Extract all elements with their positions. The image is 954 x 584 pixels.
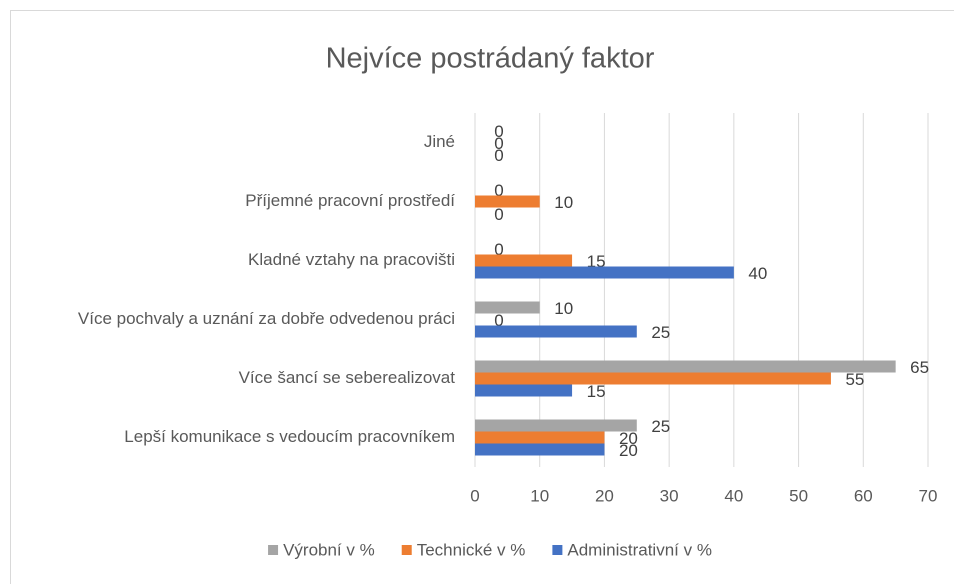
data-label: 0 bbox=[494, 205, 503, 224]
legend-label: Výrobní v % bbox=[283, 540, 375, 559]
data-label: 15 bbox=[587, 382, 606, 401]
legend-swatch bbox=[552, 545, 563, 555]
data-label: 0 bbox=[494, 311, 503, 330]
y-tick-label: Příjemné pracovní prostředí bbox=[245, 191, 455, 210]
legend-label: Technické v % bbox=[417, 540, 526, 559]
bar bbox=[475, 419, 637, 432]
y-tick-label: Lepší komunikace s vedoucím pracovníkem bbox=[124, 427, 455, 446]
x-tick-label: 30 bbox=[660, 486, 679, 505]
data-label: 25 bbox=[651, 323, 670, 342]
data-label: 0 bbox=[494, 146, 503, 165]
y-tick-label: Více pochvaly a uznání za dobře odvedeno… bbox=[78, 309, 455, 328]
data-label: 65 bbox=[910, 358, 929, 377]
x-tick-label: 60 bbox=[854, 486, 873, 505]
data-label: 10 bbox=[554, 299, 573, 318]
data-label: 10 bbox=[554, 193, 573, 212]
data-label: 20 bbox=[619, 429, 638, 448]
x-tick-label: 10 bbox=[530, 486, 549, 505]
bar bbox=[475, 443, 605, 456]
chart-title: Nejvíce postrádaný faktor bbox=[326, 43, 655, 75]
data-label: 40 bbox=[748, 264, 767, 283]
x-tick-label: 0 bbox=[470, 486, 479, 505]
bar bbox=[475, 254, 573, 267]
y-tick-label: Více šancí se seberealizovat bbox=[239, 368, 456, 387]
bar bbox=[475, 266, 734, 279]
legend: Výrobní v % Technické v % Administrativní … bbox=[268, 540, 712, 559]
legend-label: Administrativní v % bbox=[567, 540, 712, 559]
data-label: 0 bbox=[494, 181, 503, 200]
legend-swatch bbox=[401, 545, 412, 555]
data-label: 25 bbox=[651, 417, 670, 436]
y-tick-label: Kladné vztahy na pracovišti bbox=[248, 250, 455, 269]
chart-frame bbox=[10, 10, 954, 584]
bar bbox=[475, 431, 605, 444]
y-tick-label: Jiné bbox=[424, 132, 455, 151]
bar bbox=[475, 325, 637, 338]
x-tick-label: 40 bbox=[724, 486, 743, 505]
bar bbox=[475, 384, 573, 397]
data-label: 20 bbox=[619, 441, 638, 460]
bar bbox=[475, 360, 896, 373]
bar bbox=[475, 301, 540, 314]
data-label: 0 bbox=[494, 122, 503, 141]
data-label: 55 bbox=[845, 370, 864, 389]
bar bbox=[475, 372, 831, 385]
x-tick-label: 20 bbox=[595, 486, 614, 505]
x-tick-label: 70 bbox=[919, 486, 938, 505]
bar bbox=[475, 195, 540, 208]
data-label: 0 bbox=[494, 134, 503, 153]
data-label: 15 bbox=[587, 252, 606, 271]
legend-swatch bbox=[268, 545, 279, 555]
data-label: 0 bbox=[494, 240, 503, 259]
x-tick-label: 50 bbox=[789, 486, 808, 505]
